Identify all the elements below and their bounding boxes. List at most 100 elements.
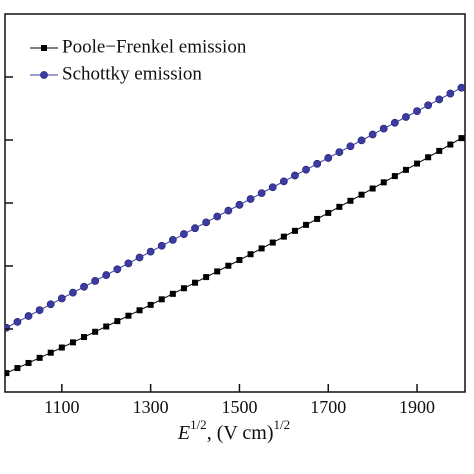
data-point: [335, 148, 344, 156]
data-point: [92, 328, 99, 335]
data-point: [280, 233, 287, 240]
data-point: [369, 185, 376, 192]
data-point: [435, 95, 444, 104]
data-point: [313, 159, 322, 168]
x-tick-label: 1100: [44, 397, 79, 417]
data-point: [425, 154, 432, 161]
x-label-rest: , (V cm): [207, 422, 274, 444]
legend-marker: [41, 45, 47, 51]
data-point: [102, 271, 111, 279]
data-point: [379, 124, 388, 133]
data-point: [81, 334, 88, 341]
data-point: [58, 344, 65, 351]
data-point: [368, 130, 377, 139]
data-point: [358, 191, 365, 198]
data-point: [424, 101, 433, 110]
data-point: [157, 241, 166, 250]
x-tick-label: 1900: [399, 397, 435, 417]
x-label-rest-exponent: 1/2: [274, 417, 291, 432]
data-point: [14, 365, 21, 372]
data-point: [324, 154, 333, 162]
x-tick-label: 1300: [133, 397, 169, 417]
data-point: [302, 165, 310, 174]
x-label-exponent: 1/2: [190, 417, 207, 432]
x-label-symbol: E: [177, 422, 190, 444]
plot-area: [5, 83, 465, 377]
data-point: [414, 160, 421, 167]
data-point: [291, 171, 299, 180]
data-point: [91, 277, 100, 285]
data-point: [314, 215, 321, 222]
data-point: [135, 253, 144, 262]
data-point: [125, 312, 132, 319]
data-point: [124, 259, 133, 268]
x-tick-label: 1700: [310, 397, 346, 417]
data-point: [224, 206, 233, 215]
data-point: [103, 323, 110, 330]
legend-label: Poole−Frenkel emission: [62, 36, 247, 57]
data-point: [246, 195, 255, 203]
data-point: [225, 262, 232, 269]
data-point: [346, 142, 355, 151]
data-point: [214, 268, 221, 275]
data-point: [247, 251, 254, 258]
data-point: [114, 318, 121, 325]
data-point: [80, 282, 88, 291]
x-tick-label: 1500: [221, 397, 257, 417]
data-point: [180, 230, 188, 238]
data-point: [168, 236, 177, 244]
data-point: [303, 221, 310, 228]
data-point: [457, 83, 465, 92]
x-axis-label: E1/2, (V cm)1/2: [177, 417, 290, 444]
data-point: [446, 89, 455, 98]
data-point: [257, 189, 266, 198]
data-point: [402, 166, 409, 173]
data-point: [447, 141, 454, 148]
data-point: [24, 312, 33, 320]
data-point: [136, 307, 143, 314]
data-point: [147, 301, 154, 308]
data-point: [158, 296, 165, 303]
data-point: [47, 349, 54, 356]
data-point: [458, 135, 465, 142]
data-point: [46, 300, 55, 309]
data-point: [192, 279, 199, 286]
legend-label: Schottky emission: [62, 63, 202, 84]
data-point: [436, 147, 443, 154]
data-point: [390, 118, 399, 127]
legend-marker: [40, 71, 48, 79]
data-point: [268, 183, 277, 192]
data-point: [391, 173, 398, 180]
data-point: [169, 290, 176, 297]
data-point: [57, 294, 66, 303]
data-point: [236, 257, 243, 264]
data-point: [5, 370, 10, 377]
data-point: [25, 359, 32, 366]
data-point: [202, 218, 211, 227]
data-point: [5, 323, 11, 332]
data-point: [191, 224, 199, 233]
data-point: [213, 212, 222, 221]
data-point: [347, 197, 354, 204]
data-point: [269, 239, 276, 246]
data-point: [35, 306, 44, 315]
data-point: [258, 245, 265, 252]
data-point: [336, 203, 343, 210]
data-point: [69, 288, 77, 297]
data-point: [357, 136, 366, 145]
data-point: [36, 354, 43, 361]
data-point: [235, 200, 244, 209]
data-point: [203, 274, 210, 281]
data-point: [180, 285, 187, 292]
data-point: [146, 247, 155, 256]
data-point: [113, 265, 122, 274]
data-point: [279, 177, 288, 186]
data-point: [380, 179, 387, 186]
data-point: [291, 227, 298, 234]
data-point: [402, 113, 410, 121]
data-point: [13, 317, 22, 326]
data-point: [69, 339, 76, 346]
data-point: [325, 209, 332, 216]
